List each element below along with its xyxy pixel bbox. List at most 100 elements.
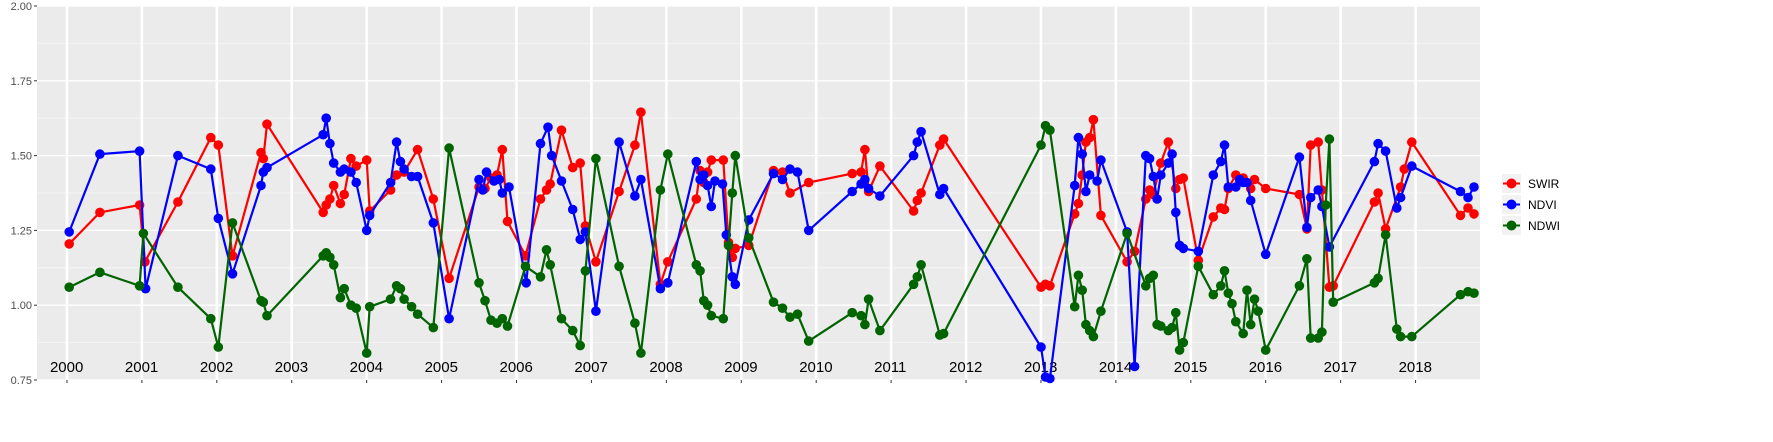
data-point-swir bbox=[614, 186, 624, 197]
legend-label: SWIR bbox=[1528, 177, 1560, 191]
data-point-swir bbox=[325, 194, 335, 204]
year-label: 2017 bbox=[1324, 359, 1357, 376]
data-point-ndvi bbox=[256, 180, 266, 191]
legend-item-swir: SWIR bbox=[1502, 174, 1560, 193]
data-point-swir bbox=[535, 194, 546, 204]
data-point-ndvi bbox=[391, 137, 402, 147]
data-point-ndwi bbox=[262, 310, 272, 321]
year-label: 2010 bbox=[799, 359, 832, 376]
data-point-ndvi bbox=[412, 171, 423, 182]
legend-label: NDVI bbox=[1528, 198, 1557, 212]
data-point-swir bbox=[1463, 203, 1473, 213]
data-point-ndwi bbox=[1171, 307, 1181, 318]
legend-key-point bbox=[1506, 220, 1517, 231]
data-point-ndwi bbox=[938, 328, 949, 339]
year-label: 2006 bbox=[500, 359, 533, 376]
y-tick-label: 1.75 bbox=[11, 76, 32, 88]
data-point-swir bbox=[206, 132, 216, 143]
data-point-ndvi bbox=[213, 213, 224, 224]
data-point-ndwi bbox=[535, 272, 546, 282]
data-point-ndvi bbox=[521, 278, 531, 288]
year-label: 2003 bbox=[275, 359, 308, 376]
year-labels: 2000 2001 2002 2003 2004 2005 2006 2007 2008 2009… bbox=[50, 359, 1432, 376]
major-grid bbox=[37, 5, 1480, 381]
data-point-ndvi bbox=[364, 210, 375, 221]
data-point-ndwi bbox=[1141, 281, 1151, 291]
data-point-swir bbox=[1305, 140, 1316, 150]
data-point-ndwi bbox=[1096, 306, 1106, 317]
data-point-ndvi bbox=[1395, 192, 1406, 203]
data-point-swir bbox=[339, 189, 350, 200]
data-point-ndvi bbox=[428, 218, 439, 228]
data-point-ndvi bbox=[1092, 176, 1102, 186]
data-point-ndvi bbox=[497, 188, 508, 198]
year-label: 2015 bbox=[1174, 359, 1207, 376]
data-point-ndvi bbox=[1260, 249, 1271, 260]
data-point-ndvi bbox=[875, 191, 885, 201]
data-point-ndwi bbox=[1208, 289, 1219, 300]
data-point-ndwi bbox=[1045, 125, 1055, 135]
data-point-ndvi bbox=[474, 174, 484, 185]
data-point-ndvi bbox=[706, 201, 717, 212]
data-point-swir bbox=[328, 180, 339, 191]
data-point-swir bbox=[1084, 132, 1095, 143]
data-point-ndvi bbox=[206, 164, 216, 174]
data-point-ndvi bbox=[1242, 177, 1252, 188]
data-point-ndwi bbox=[1238, 328, 1248, 339]
data-point-ndvi bbox=[567, 204, 578, 215]
data-point-swir bbox=[1178, 173, 1189, 183]
data-point-ndwi bbox=[385, 294, 396, 305]
data-point-ndwi bbox=[1380, 230, 1391, 240]
legend-label: NDWI bbox=[1528, 219, 1560, 233]
data-point-swir bbox=[497, 144, 508, 155]
data-point-ndwi bbox=[803, 336, 814, 346]
data-point-swir bbox=[213, 140, 224, 150]
data-point-ndwi bbox=[1231, 316, 1241, 327]
year-label: 2001 bbox=[125, 359, 158, 376]
data-point-ndvi bbox=[328, 158, 339, 168]
data-point-ndwi bbox=[1294, 281, 1305, 291]
data-point-ndvi bbox=[1152, 194, 1162, 204]
data-point-ndvi bbox=[730, 279, 741, 290]
data-point-ndwi bbox=[502, 321, 513, 331]
data-point-ndvi bbox=[717, 179, 728, 189]
data-point-swir bbox=[444, 273, 454, 284]
data-point-ndvi bbox=[1193, 246, 1204, 257]
data-point-ndvi bbox=[710, 176, 720, 186]
year-label: 2005 bbox=[425, 359, 458, 376]
data-point-ndwi bbox=[406, 301, 417, 312]
data-point-ndvi bbox=[556, 176, 567, 186]
data-point-ndwi bbox=[1245, 319, 1256, 330]
data-point-ndvi bbox=[64, 227, 74, 237]
data-point-ndvi bbox=[1469, 182, 1479, 192]
data-point-swir bbox=[916, 188, 926, 198]
data-point-ndwi bbox=[1305, 333, 1316, 343]
data-point-ndwi bbox=[399, 294, 409, 305]
data-point-ndvi bbox=[1036, 342, 1046, 352]
data-point-ndvi bbox=[1208, 170, 1219, 180]
data-point-ndvi bbox=[481, 167, 492, 177]
data-point-swir bbox=[1260, 183, 1271, 194]
data-point-ndwi bbox=[718, 313, 729, 324]
data-point-ndwi bbox=[1328, 297, 1338, 308]
data-point-ndwi bbox=[497, 313, 508, 324]
data-point-ndvi bbox=[1081, 186, 1091, 197]
data-point-swir bbox=[346, 153, 356, 164]
data-point-swir bbox=[95, 207, 105, 218]
year-label: 2008 bbox=[649, 359, 682, 376]
data-point-ndvi bbox=[655, 283, 666, 294]
data-point-swir bbox=[1249, 174, 1260, 185]
data-point-ndwi bbox=[860, 319, 870, 330]
data-point-ndwi bbox=[785, 312, 795, 323]
data-point-ndwi bbox=[351, 303, 362, 314]
data-point-ndvi bbox=[395, 156, 406, 167]
data-point-ndwi bbox=[1302, 253, 1312, 264]
data-point-ndwi bbox=[916, 260, 926, 270]
data-point-swir bbox=[1045, 281, 1055, 291]
data-point-swir bbox=[173, 197, 183, 207]
data-point-ndvi bbox=[614, 137, 624, 147]
data-point-ndwi bbox=[1223, 288, 1234, 299]
legend-item-ndvi: NDVI bbox=[1502, 195, 1557, 214]
data-point-ndvi bbox=[1178, 243, 1189, 254]
data-point-ndvi bbox=[346, 167, 356, 177]
